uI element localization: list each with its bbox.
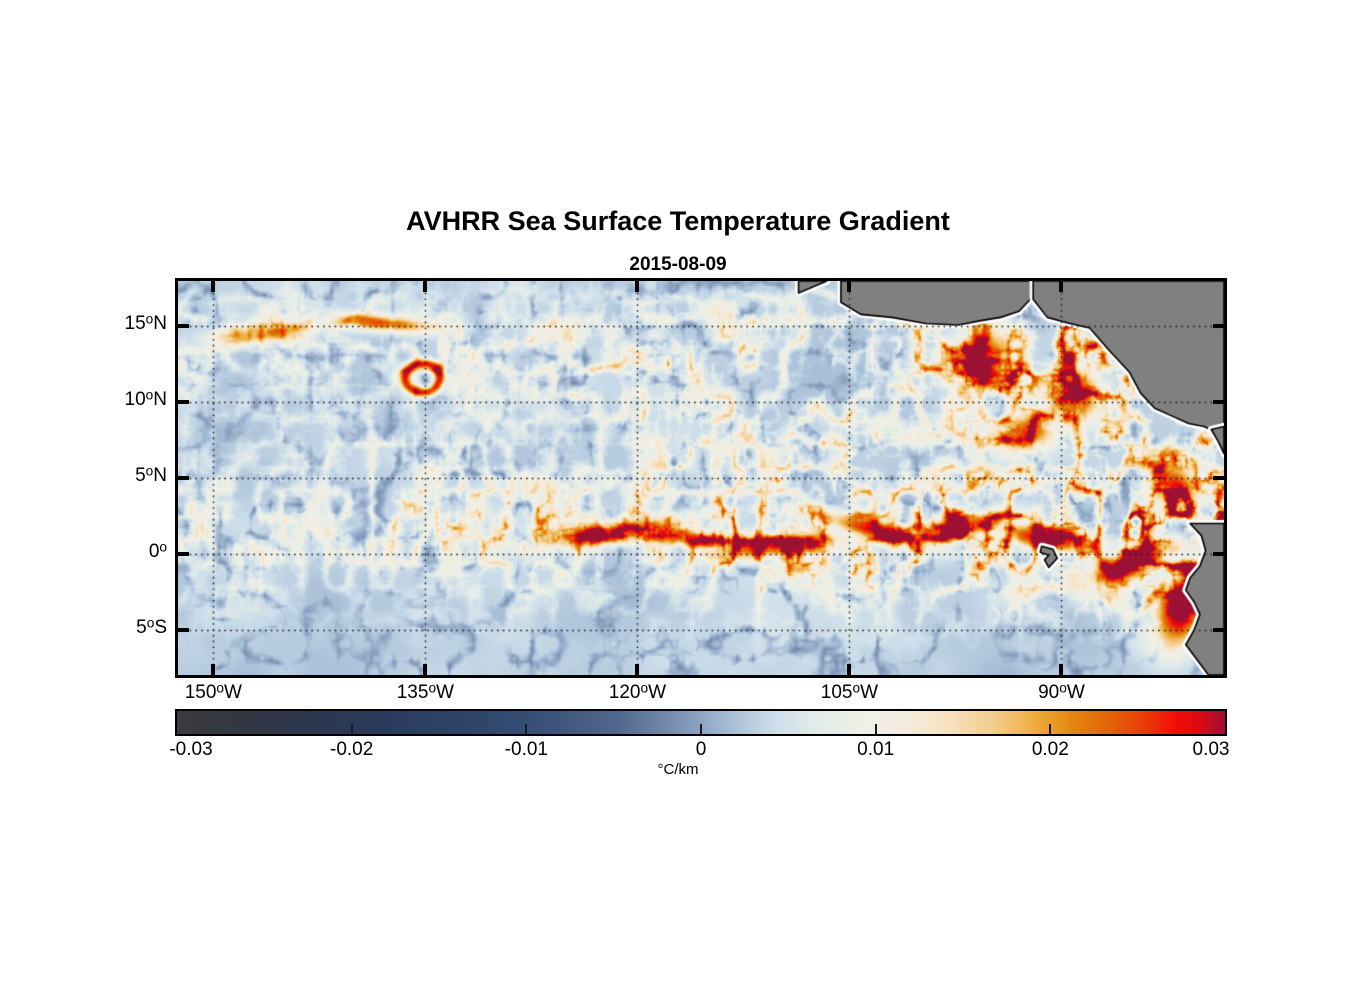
y-tick-right: [1213, 324, 1224, 329]
colorbar-tick-label: 0: [695, 739, 707, 760]
y-tick-right: [1213, 551, 1224, 556]
x-tick-label: 105oW: [820, 680, 879, 703]
y-tick-right: [1213, 627, 1224, 632]
x-tick-label: 90oW: [1038, 680, 1085, 703]
colorbar-tick: [525, 724, 528, 734]
colorbar-tick-label: 0.01: [857, 739, 895, 760]
y-tick-left: [178, 627, 189, 632]
colorbar-tick-label: -0.02: [330, 739, 374, 760]
x-tick-label: 120oW: [608, 680, 667, 703]
x-tick-bottom: [423, 664, 428, 675]
graticule-grid-layer: [178, 281, 1224, 675]
x-tick-label: 150oW: [184, 680, 242, 703]
y-tick-label: 0o: [148, 539, 167, 562]
colorbar-tick-label: -0.03: [169, 739, 213, 760]
colorbar-tick: [874, 724, 877, 734]
x-tick-label: 135oW: [396, 680, 454, 703]
colorbar-gradient: [177, 711, 1225, 734]
y-tick-left: [178, 476, 189, 480]
x-tick-bottom: [1059, 664, 1064, 675]
x-tick-top: [1059, 281, 1064, 292]
y-tick-left: [178, 400, 189, 405]
page-title: AVHRR Sea Surface Temperature Gradient: [406, 206, 950, 236]
x-tick-top: [423, 281, 428, 292]
x-tick-top: [211, 281, 216, 292]
y-tick-label: 5oN: [135, 463, 167, 486]
colorbar-tick: [700, 724, 702, 734]
y-tick-label: 10oN: [124, 387, 167, 411]
colorbar[interactable]: [175, 709, 1227, 736]
colorbar-tick: [350, 724, 353, 734]
colorbar-tick-label: 0.02: [1031, 739, 1069, 760]
colorbar-unit-label: °C/km: [657, 761, 699, 778]
colorbar-tick-label: -0.01: [504, 739, 548, 760]
colorbar-tick-label: 0.03: [1192, 739, 1230, 760]
figure-subtitle-date: 2015-08-09: [629, 254, 727, 275]
y-tick-right: [1213, 476, 1224, 480]
colorbar-tick: [1049, 724, 1052, 734]
map-plot-area[interactable]: [175, 278, 1227, 678]
x-tick-bottom: [847, 664, 852, 675]
x-tick-bottom: [211, 664, 216, 675]
y-tick-left: [178, 324, 189, 329]
y-tick-left: [178, 551, 189, 556]
x-tick-top: [635, 281, 640, 292]
y-tick-label: 15oN: [124, 311, 167, 335]
y-tick-right: [1213, 400, 1224, 405]
x-tick-bottom: [635, 664, 640, 675]
y-tick-label: 5oS: [136, 614, 167, 638]
x-tick-top: [847, 281, 852, 292]
